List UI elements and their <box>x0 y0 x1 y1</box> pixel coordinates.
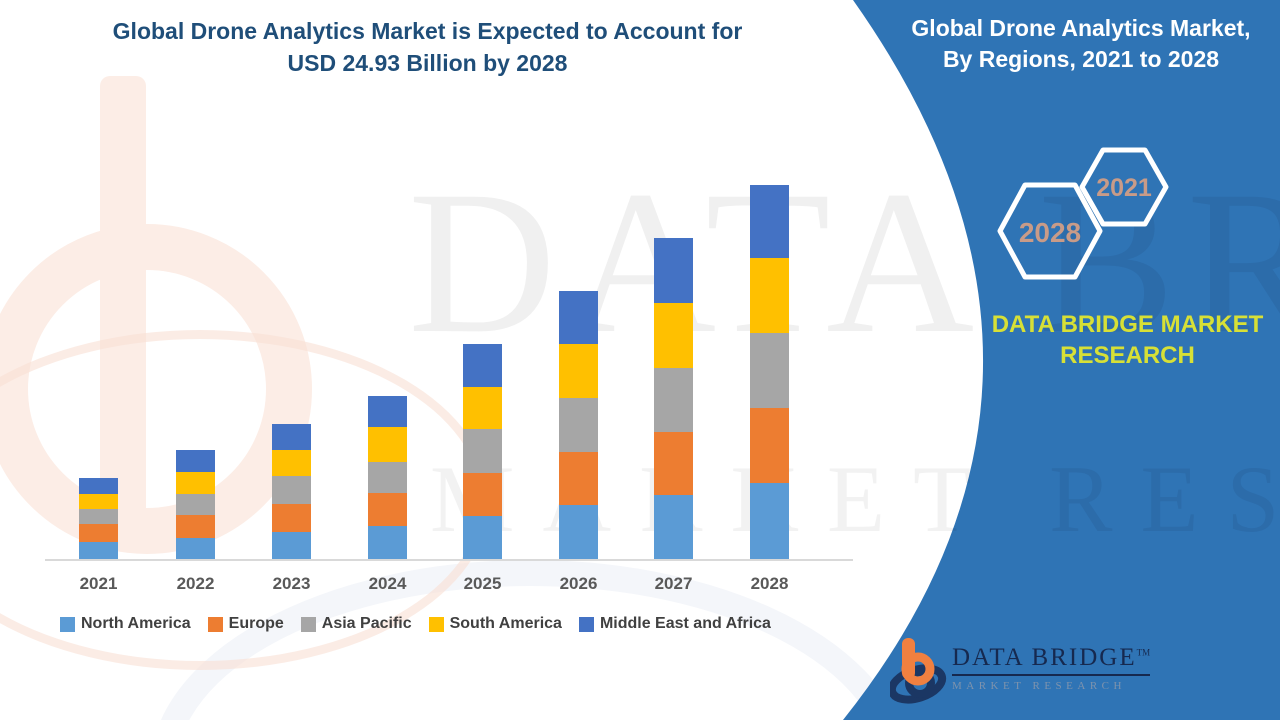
logo-wordmark-text: DATA BRIDGE <box>952 644 1137 671</box>
bar-2028 <box>750 185 789 559</box>
bar-segment-2025-asia-pacific <box>463 429 502 473</box>
bar-segment-2021-middle-east-and-africa <box>79 478 118 494</box>
legend-label: Asia Pacific <box>321 615 412 632</box>
bar-2023 <box>272 424 311 559</box>
hexagon-badge-2021 <box>1079 147 1169 227</box>
bar-segment-2024-south-america <box>368 427 407 462</box>
x-axis-label-2028: 2028 <box>750 574 789 593</box>
logo-trademark: TM <box>1136 647 1151 658</box>
bar-2026 <box>559 291 598 559</box>
bar-segment-2021-north-america <box>79 542 118 559</box>
bar-segment-2023-north-america <box>272 532 311 559</box>
bar-segment-2023-south-america <box>272 450 311 476</box>
brand-name-text: DATA BRIDGE MARKET RESEARCH <box>985 309 1270 371</box>
legend-swatch-asia-pacific <box>300 616 316 632</box>
bar-segment-2027-europe <box>654 432 693 495</box>
legend-item-europe: Europe <box>207 615 284 633</box>
bar-2021 <box>79 478 118 559</box>
chart-title: Global Drone Analytics Market is Expecte… <box>55 15 800 79</box>
bar-segment-2027-middle-east-and-africa <box>654 238 693 303</box>
bar-segment-2021-south-america <box>79 494 118 509</box>
bar-segment-2028-middle-east-and-africa <box>750 185 789 258</box>
bar-segment-2026-middle-east-and-africa <box>559 291 598 344</box>
bar-segment-2021-asia-pacific <box>79 509 118 524</box>
bar-segment-2027-asia-pacific <box>654 368 693 432</box>
hexagon-badge-2028 <box>997 182 1103 280</box>
bar-segment-2022-south-america <box>176 472 215 494</box>
bar-segment-2023-middle-east-and-africa <box>272 424 311 450</box>
logo-subtitle: MARKET RESEARCH <box>952 680 1126 692</box>
x-axis-label-2027: 2027 <box>654 574 693 593</box>
bar-segment-2026-asia-pacific <box>559 398 598 452</box>
legend-item-asia-pacific: Asia Pacific <box>300 615 412 633</box>
bar-segment-2022-asia-pacific <box>176 494 215 515</box>
hexagon-badge-2021-label: 2021 <box>1096 174 1152 202</box>
chart-title-line2: USD 24.93 Billion by 2028 <box>287 50 568 76</box>
legend-label: South America <box>449 615 562 632</box>
bar-segment-2025-europe <box>463 473 502 516</box>
logo-wordmark: DATA BRIDGETM <box>952 644 1151 676</box>
hexagon-badge-2028-label: 2028 <box>1019 217 1081 248</box>
bar-2022 <box>176 450 215 559</box>
side-panel-title: Global Drone Analytics Market, By Region… <box>900 13 1262 75</box>
bar-segment-2022-europe <box>176 515 215 538</box>
x-axis-label-2023: 2023 <box>272 574 311 593</box>
legend-item-north-america: North America <box>60 615 191 633</box>
bar-segment-2022-north-america <box>176 538 215 559</box>
bar-segment-2021-europe <box>79 524 118 542</box>
bar-segment-2028-north-america <box>750 483 789 559</box>
bar-segment-2025-south-america <box>463 387 502 429</box>
legend-item-middle-east-and-africa: Middle East and Africa <box>578 615 771 633</box>
bar-segment-2026-north-america <box>559 505 598 559</box>
legend-item-south-america: South America <box>428 615 562 633</box>
bar-segment-2024-north-america <box>368 526 407 559</box>
bar-segment-2027-south-america <box>654 303 693 368</box>
bar-segment-2023-asia-pacific <box>272 476 311 504</box>
legend-label: Middle East and Africa <box>599 615 771 632</box>
x-axis-line <box>45 559 853 561</box>
bar-segment-2023-europe <box>272 504 311 532</box>
x-axis-label-2021: 2021 <box>79 574 118 593</box>
legend-swatch-south-america <box>428 616 444 632</box>
bar-segment-2028-south-america <box>750 258 789 333</box>
bar-segment-2026-south-america <box>559 344 598 398</box>
x-axis-label-2022: 2022 <box>176 574 215 593</box>
bar-2024 <box>368 396 407 559</box>
chart-title-line1: Global Drone Analytics Market is Expecte… <box>112 18 743 44</box>
brand-name-line1: DATA BRIDGE MARKET <box>991 311 1264 338</box>
x-axis-label-2024: 2024 <box>368 574 407 593</box>
legend-swatch-middle-east-and-africa <box>578 616 594 632</box>
brand-name-line2: RESEARCH <box>1060 342 1195 369</box>
x-axis-label-2025: 2025 <box>463 574 502 593</box>
bar-segment-2026-europe <box>559 452 598 505</box>
bar-segment-2025-middle-east-and-africa <box>463 344 502 387</box>
bar-segment-2027-north-america <box>654 495 693 559</box>
bar-2027 <box>654 238 693 559</box>
legend-label: North America <box>81 615 191 632</box>
side-panel-title-line2: By Regions, 2021 to 2028 <box>942 46 1220 72</box>
bar-segment-2024-europe <box>368 493 407 526</box>
legend-swatch-north-america <box>60 616 75 632</box>
bar-segment-2025-north-america <box>463 516 502 559</box>
bar-segment-2028-asia-pacific <box>750 333 789 408</box>
legend-label: Europe <box>228 615 284 632</box>
data-bridge-logo-icon <box>890 638 947 704</box>
chart-legend: North America Europe Asia Pacific South Ame… <box>60 615 771 633</box>
bar-segment-2024-asia-pacific <box>368 462 407 493</box>
bar-2025 <box>463 344 502 559</box>
legend-swatch-europe <box>207 616 223 632</box>
data-bridge-logo-text: DATA BRIDGETM MARKET RESEARCH <box>952 644 1242 692</box>
x-axis-label-2026: 2026 <box>559 574 598 593</box>
side-panel-title-line1: Global Drone Analytics Market, <box>911 15 1251 41</box>
bar-segment-2024-middle-east-and-africa <box>368 396 407 427</box>
bar-segment-2028-europe <box>750 408 789 483</box>
bar-segment-2022-middle-east-and-africa <box>176 450 215 472</box>
